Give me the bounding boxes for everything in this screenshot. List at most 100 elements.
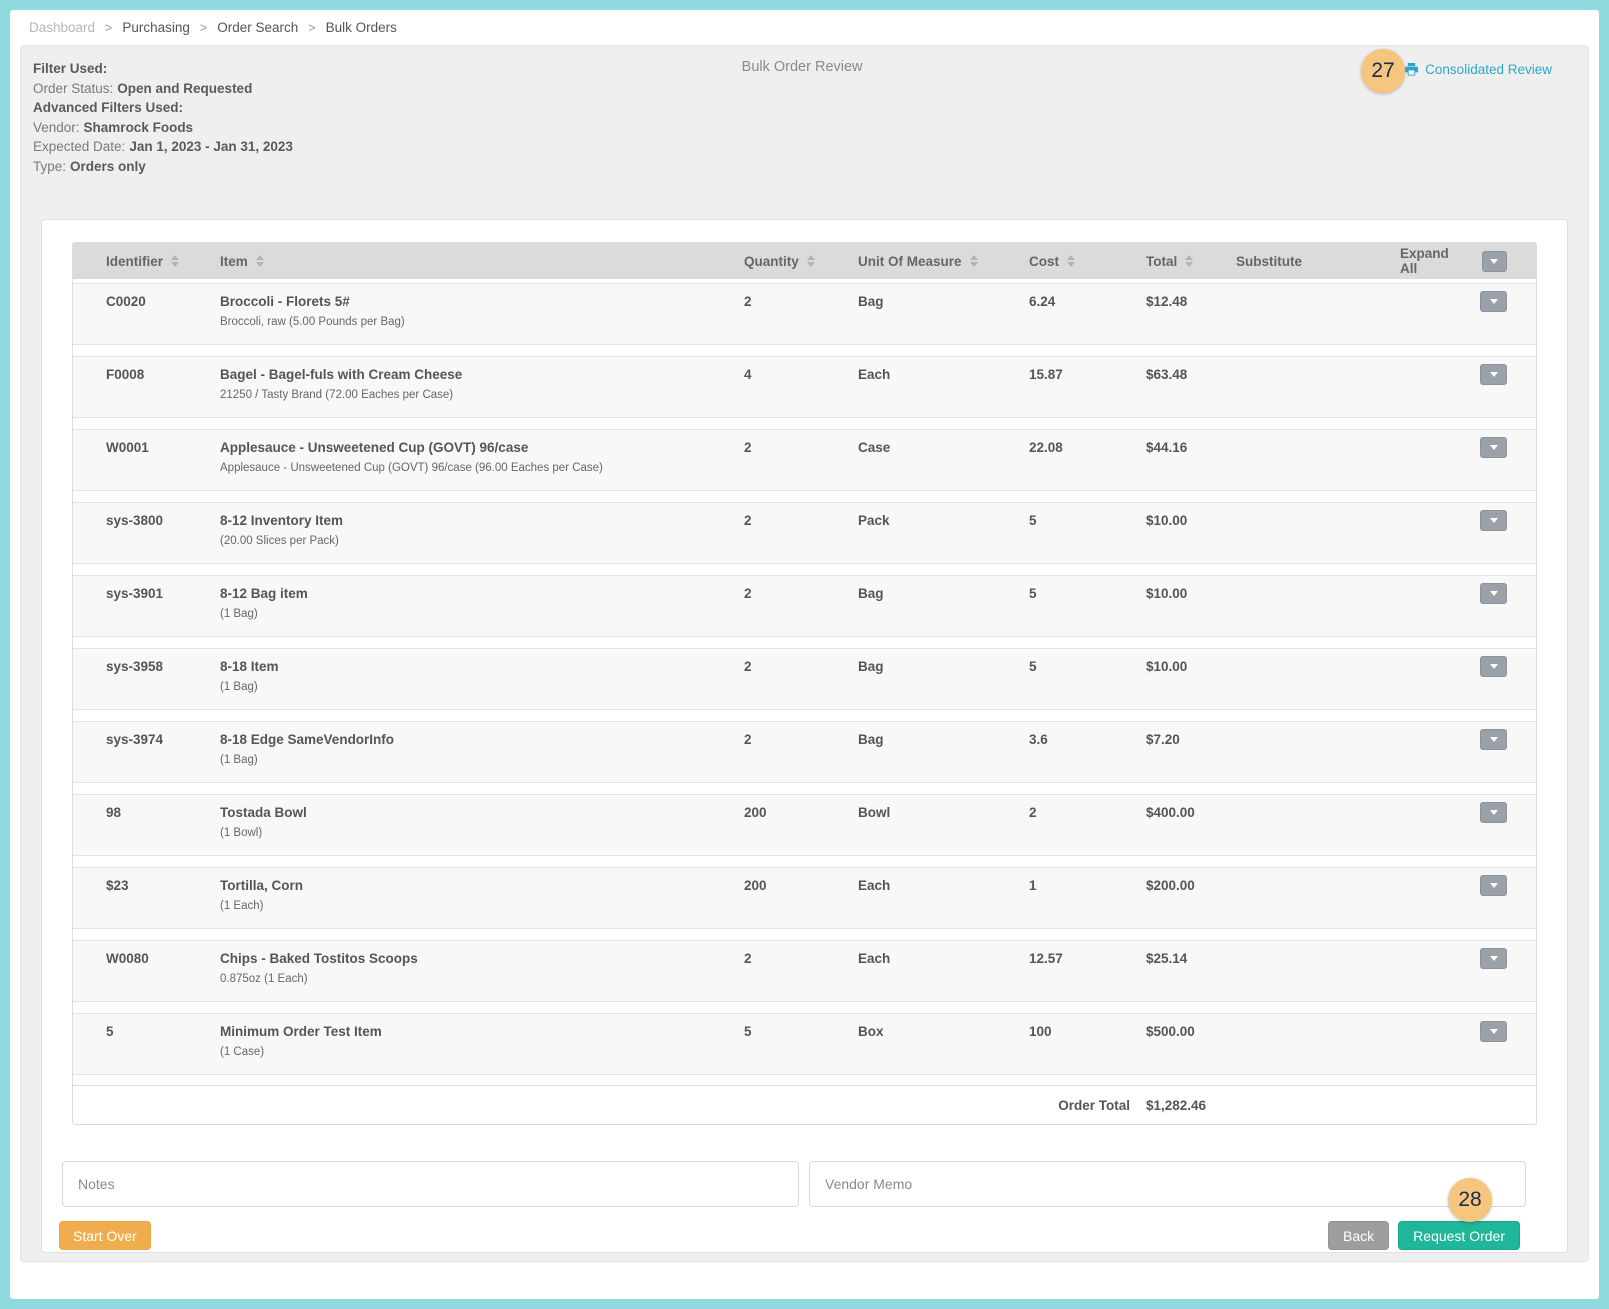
row-expand-button[interactable] [1480, 364, 1507, 385]
consolidated-review-link[interactable]: Consolidated Review [1404, 62, 1552, 77]
row-identifier: $23 [106, 878, 129, 893]
column-header: Substitute [1236, 254, 1400, 269]
column-header-label[interactable]: Total [1146, 253, 1178, 269]
start-over-button[interactable]: Start Over [59, 1221, 151, 1250]
breadcrumb-item[interactable]: Order Search [217, 20, 299, 35]
row-item-detail: (1 Bowl) [220, 827, 263, 839]
row-expand-cell [1400, 583, 1536, 604]
back-button[interactable]: Back [1328, 1221, 1390, 1250]
breadcrumb-item[interactable]: Bulk Orders [325, 20, 397, 35]
row-expand-cell [1400, 437, 1536, 458]
row-unit-of-measure: Each [858, 878, 891, 893]
sort-icon[interactable] [171, 255, 180, 267]
filter-label: Filter Used: [33, 61, 108, 76]
chevron-down-icon [1489, 445, 1498, 450]
order-total-value: $1,282.46 [1146, 1097, 1207, 1113]
row-unit-of-measure: Pack [858, 513, 890, 528]
row-expand-button[interactable] [1480, 948, 1507, 969]
footer-right-actions: Back Request Order [1328, 1221, 1520, 1250]
row-expand-cell [1400, 510, 1536, 531]
row-expand-button[interactable] [1480, 1021, 1507, 1042]
row-item: Bagel - Bagel-fuls with Cream Cheese 212… [220, 367, 744, 401]
vendor-memo-input[interactable] [809, 1161, 1526, 1207]
consolidated-review-label: Consolidated Review [1425, 62, 1552, 77]
filter-line: Advanced Filters Used: [33, 98, 1588, 118]
row-expand-cell [1400, 729, 1536, 750]
table-row: 5 Minimum Order Test Item (1 Case) 5 Box… [73, 1013, 1536, 1075]
row-quantity: 2 [744, 659, 752, 674]
row-expand-cell [1400, 656, 1536, 677]
row-item: Applesauce - Unsweetened Cup (GOVT) 96/c… [220, 440, 744, 474]
row-quantity: 2 [744, 586, 752, 601]
row-expand-button[interactable] [1480, 729, 1507, 750]
row-expand-button[interactable] [1480, 437, 1507, 458]
filter-line: Vendor: Shamrock Foods [33, 118, 1588, 138]
printer-icon [1404, 62, 1419, 77]
row-quantity: 5 [744, 1024, 752, 1039]
row-item-name: Tortilla, Corn [220, 878, 303, 893]
chevron-down-icon [1489, 737, 1498, 742]
row-cost: 22.08 [1029, 440, 1063, 455]
chevron-down-icon [1489, 518, 1498, 523]
row-identifier: 98 [106, 805, 122, 820]
row-item: Chips - Baked Tostitos Scoops 0.875oz (1… [220, 951, 744, 985]
filter-label: Order Status: [33, 80, 114, 96]
filter-label: Type: [33, 158, 67, 174]
order-card: Identifier Item Quantity Unit Of Measure… [41, 219, 1568, 1253]
table-row: W0080 Chips - Baked Tostitos Scoops 0.87… [73, 940, 1536, 1002]
column-header-label[interactable]: Unit Of Measure [858, 253, 962, 269]
expand-all-label: Expand All [1400, 246, 1449, 276]
row-total: $7.20 [1146, 732, 1180, 747]
table-header-row: Identifier Item Quantity Unit Of Measure… [73, 243, 1536, 279]
chevron-down-icon [1489, 372, 1498, 377]
row-expand-button[interactable] [1480, 583, 1507, 604]
sort-icon[interactable] [1067, 255, 1075, 267]
column-header-label[interactable]: Substitute [1236, 253, 1302, 269]
sort-icon[interactable] [1185, 255, 1194, 267]
chevron-down-icon [1489, 883, 1498, 888]
chevron-down-icon [1489, 810, 1498, 815]
filter-line: Type: Orders only [33, 157, 1588, 177]
sort-icon[interactable] [255, 255, 264, 267]
column-header: Total [1146, 254, 1236, 269]
notes-input[interactable] [62, 1161, 799, 1207]
row-total: $10.00 [1146, 586, 1188, 601]
row-expand-button[interactable] [1480, 802, 1507, 823]
row-expand-button[interactable] [1480, 875, 1507, 896]
row-quantity: 2 [744, 513, 752, 528]
column-header: Identifier [106, 254, 220, 269]
filter-value: Shamrock Foods [83, 119, 194, 135]
row-total: $44.16 [1146, 440, 1188, 455]
row-item-detail: Broccoli, raw (5.00 Pounds per Bag) [220, 316, 405, 328]
column-header-label[interactable]: Quantity [744, 253, 799, 269]
sort-icon[interactable] [806, 255, 815, 267]
row-quantity: 2 [744, 732, 752, 747]
row-cost: 1 [1029, 878, 1037, 893]
column-header-label[interactable]: Item [220, 253, 248, 269]
sort-icon[interactable] [969, 255, 978, 267]
row-unit-of-measure: Each [858, 367, 891, 382]
row-expand-button[interactable] [1480, 291, 1507, 312]
row-unit-of-measure: Box [858, 1024, 884, 1039]
row-total: $63.48 [1146, 367, 1188, 382]
row-expand-button[interactable] [1480, 510, 1507, 531]
filter-line: Expected Date: Jan 1, 2023 - Jan 31, 2023 [33, 137, 1588, 157]
row-identifier: W0080 [106, 951, 149, 966]
row-expand-button[interactable] [1480, 656, 1507, 677]
row-expand-cell [1400, 291, 1536, 312]
row-item-name: Bagel - Bagel-fuls with Cream Cheese [220, 367, 463, 382]
row-total: $500.00 [1146, 1024, 1195, 1039]
row-cost: 3.6 [1029, 732, 1048, 747]
breadcrumb-separator: > [105, 20, 113, 35]
row-unit-of-measure: Bag [858, 586, 884, 601]
expand-all-button[interactable] [1481, 250, 1507, 272]
row-item: Minimum Order Test Item (1 Case) [220, 1024, 744, 1058]
request-order-button[interactable]: Request Order [1398, 1221, 1520, 1250]
column-header-label[interactable]: Cost [1029, 253, 1059, 269]
column-header: Cost [1029, 254, 1146, 269]
column-header-label[interactable]: Identifier [106, 253, 164, 269]
breadcrumb-item[interactable]: Dashboard [29, 20, 96, 35]
row-item-name: 8-18 Edge SameVendorInfo [220, 732, 395, 747]
breadcrumb-item[interactable]: Purchasing [122, 20, 190, 35]
filter-label: Vendor: [33, 119, 80, 135]
